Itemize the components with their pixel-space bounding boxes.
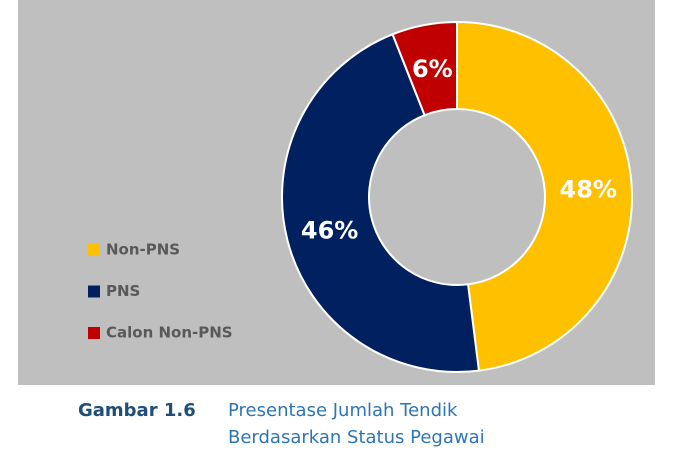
data-label: 48%	[560, 176, 617, 204]
legend-swatch	[88, 244, 100, 256]
legend-label: Non-PNS	[106, 241, 180, 259]
caption-line: Presentase Jumlah Tendik	[228, 400, 458, 421]
data-label: 6%	[412, 55, 453, 83]
legend-label: Calon Non-PNS	[106, 324, 233, 342]
donut-slice	[391, 20, 458, 117]
data-label: 46%	[301, 217, 358, 245]
legend-label: PNS	[106, 282, 140, 300]
caption-label: Gambar 1.6	[78, 400, 196, 421]
caption-line: Berdasarkan Status Pegawai	[228, 427, 485, 448]
legend-swatch	[88, 285, 100, 298]
donut-slice	[281, 32, 481, 373]
legend-swatch	[88, 327, 100, 339]
donut-slice	[456, 20, 633, 372]
